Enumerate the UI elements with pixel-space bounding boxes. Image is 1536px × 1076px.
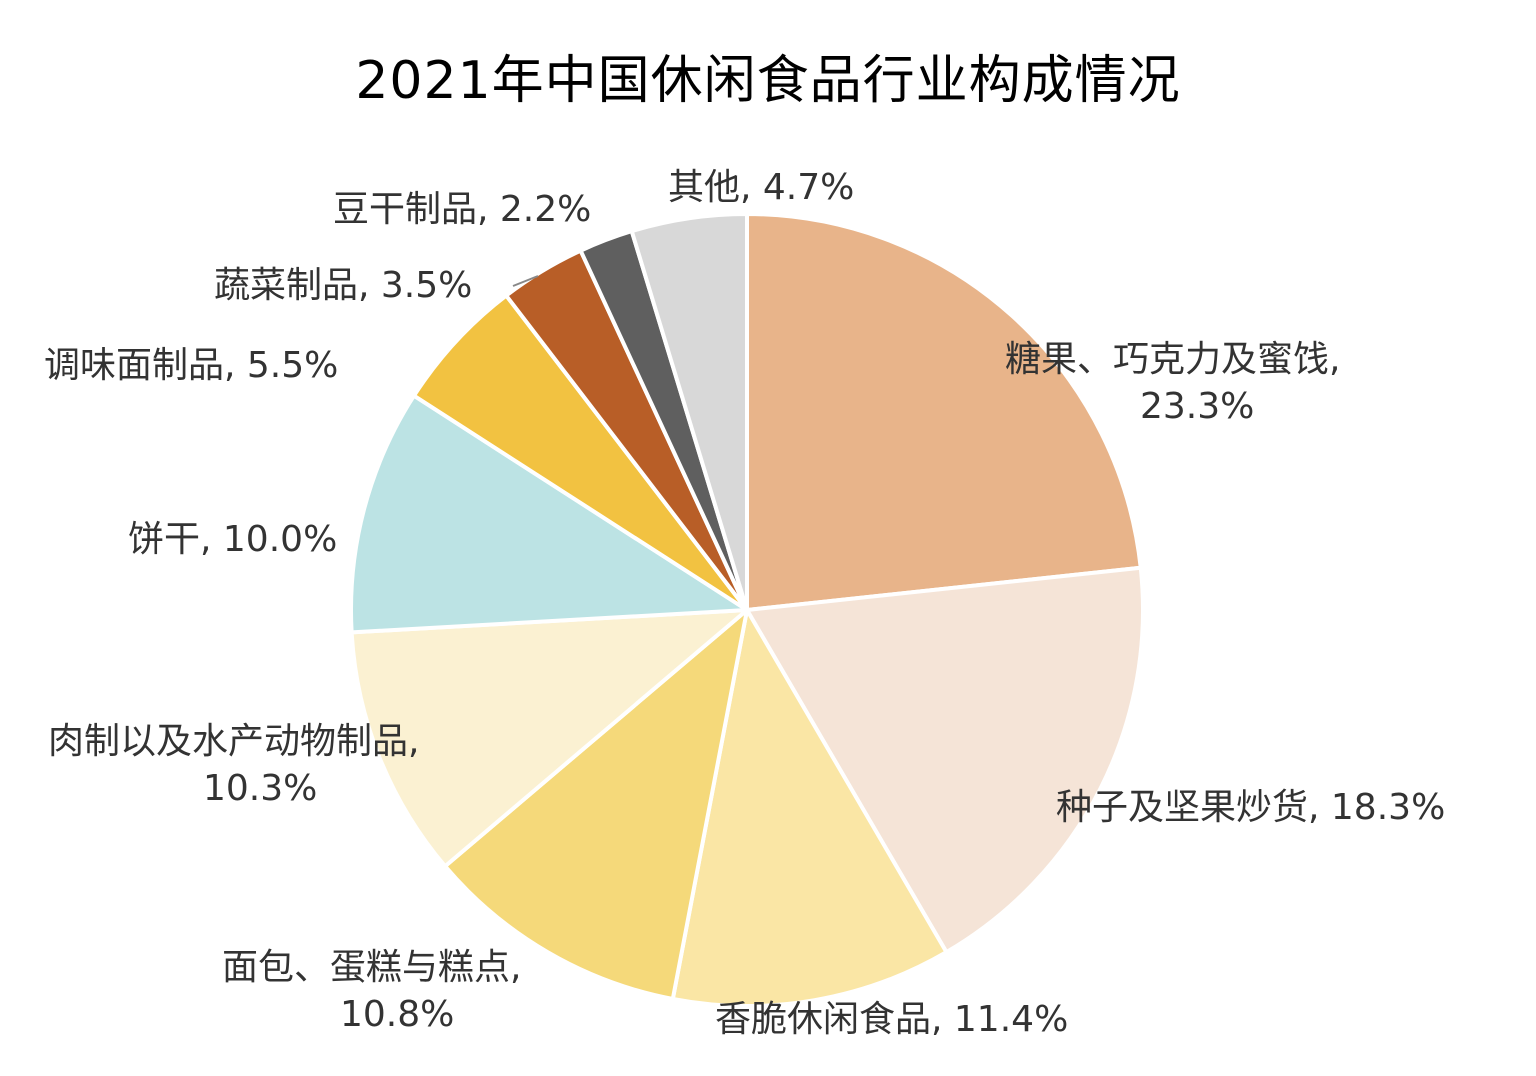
pie-slice-seasoned-flour — [411, 293, 749, 612]
pie-slice-crispy — [670, 608, 949, 1008]
pie-slices — [349, 212, 1145, 1008]
pie-slice-bakery — [443, 608, 749, 1001]
label-candy: 糖果、巧克力及蜜饯, 23.3% — [1005, 339, 1341, 427]
leader-line-vegetables — [512, 275, 539, 287]
label-biscuit: 饼干, 10.0% — [128, 519, 338, 560]
label-other: 其他, 4.7% — [668, 167, 855, 208]
label-meat: 肉制以及水产动物制品, 10.3% — [48, 721, 420, 809]
label-bakery: 面包、蛋糕与糕点, 10.8% — [222, 947, 522, 1035]
label-vegetables: 蔬菜制品, 3.5% — [214, 265, 473, 306]
pie-slice-other — [629, 212, 749, 612]
label-crispy: 香脆休闲食品, 11.4% — [715, 999, 1069, 1040]
pie-slice-nuts — [745, 565, 1145, 955]
pie-slice-candy — [745, 212, 1143, 612]
pie-slice-meat — [349, 608, 749, 869]
label-tofu: 豆干制品, 2.2% — [333, 189, 592, 230]
label-seasoned-flour: 调味面制品, 5.5% — [44, 345, 339, 386]
label-nuts: 种子及坚果炒货, 18.3% — [1056, 787, 1446, 828]
chart-title: 2021年中国休闲食品行业构成情况 — [355, 51, 1181, 111]
pie-slice-biscuit — [349, 393, 749, 635]
